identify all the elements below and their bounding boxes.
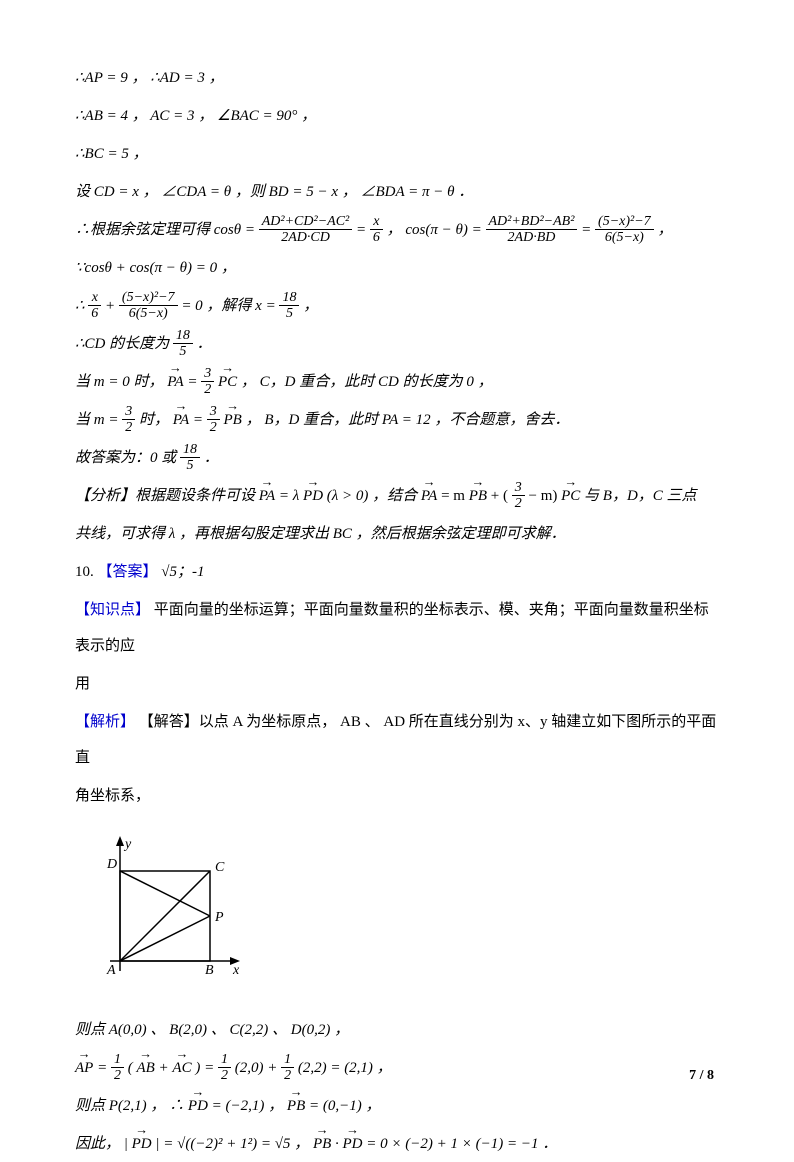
vector-ab: AB — [136, 1050, 154, 1086]
vector-pa: PA — [259, 478, 275, 514]
line-14: 10. 【答案】 √5；-1 — [75, 554, 719, 590]
coordinate-diagram: y x A B C D P — [95, 826, 719, 1000]
answer-label: 【答案】 — [98, 564, 158, 580]
fraction: 12 — [218, 1052, 231, 1084]
svg-text:A: A — [106, 963, 116, 978]
vector-ap: AP — [75, 1050, 93, 1086]
vector-pa: PA — [173, 402, 189, 438]
vector-pd: PD — [343, 1126, 363, 1162]
line-20: AP = 12 ( AB + AC ) = 12 (2,0) + 12 (2,2… — [75, 1050, 719, 1086]
vector-pb: PB — [287, 1088, 305, 1124]
text: ∴根据余弦定理可得 cosθ = — [75, 222, 259, 238]
svg-text:B: B — [205, 963, 214, 978]
line-22: 因此， | PD | = √((−2)² + 1²) = √5 ， PB · P… — [75, 1126, 719, 1162]
fraction: 32 — [201, 366, 214, 398]
line-6: ∵cosθ + cos(π − θ) = 0 ， — [75, 250, 719, 286]
fraction: (5−x)²−76(5−x) — [595, 214, 654, 246]
vector-pd: PD — [132, 1126, 152, 1162]
fraction: 185 — [180, 442, 200, 474]
line-3: ∴BC = 5 ， — [75, 136, 719, 172]
knowledge-label: 【知识点】 — [75, 602, 150, 618]
fraction: 12 — [111, 1052, 124, 1084]
line-18: 角坐标系， — [75, 778, 719, 814]
text: ， — [657, 222, 672, 238]
fraction: 32 — [512, 480, 525, 512]
fraction: AD²+BD²−AB²2AD·BD — [486, 214, 578, 246]
line-13: 共线，可求得 λ ，再根据勾股定理求出 BC ，然后根据余弦定理即可求解． — [75, 516, 719, 552]
vector-pb: PB — [224, 402, 242, 438]
fraction: AD²+CD²−AC²2AD·CD — [259, 214, 353, 246]
vector-pd: PD — [303, 478, 323, 514]
fraction: 32 — [207, 404, 220, 436]
vector-pc: PC — [561, 478, 580, 514]
fraction: x6 — [370, 214, 383, 246]
svg-text:P: P — [214, 910, 224, 925]
line-7: ∴ x6 + (5−x)²−76(5−x) = 0 ，解得 x = 185 ， — [75, 288, 719, 324]
fraction: 32 — [122, 404, 135, 436]
line-5: ∴根据余弦定理可得 cosθ = AD²+CD²−AC²2AD·CD = x6 … — [75, 212, 719, 248]
line-9: 当 m = 0 时， PA = 32 PC ， C，D 重合，此时 CD 的长度… — [75, 364, 719, 400]
line-1: ∴AP = 9 ， ∴AD = 3 ， — [75, 60, 719, 96]
diagram-svg: y x A B C D P — [95, 826, 245, 986]
line-16: 用 — [75, 666, 719, 702]
vector-pd: PD — [188, 1088, 208, 1124]
svg-text:D: D — [106, 857, 117, 872]
line-2: ∴AB = 4 ， AC = 3 ， ∠BAC = 90° ， — [75, 98, 719, 134]
svg-text:y: y — [123, 837, 132, 852]
vector-pb: PB — [469, 478, 487, 514]
fraction: 185 — [279, 290, 299, 322]
line-17: 【解析】 【解答】以点 A 为坐标原点， AB 、 AD 所在直线分别为 x、y… — [75, 704, 719, 776]
analysis-label: 【解析】 — [75, 714, 135, 730]
page-number: 7 / 8 — [689, 1059, 714, 1093]
svg-text:C: C — [215, 860, 225, 875]
fraction: (5−x)²−76(5−x) — [119, 290, 178, 322]
line-4: 设 CD = x ， ∠CDA = θ ，则 BD = 5 − x ， ∠BDA… — [75, 174, 719, 210]
line-12: 【分析】根据题设条件可设 PA = λ PD (λ > 0) ，结合 PA = … — [75, 478, 719, 514]
line-10: 当 m = 32 时， PA = 32 PB ， B，D 重合，此时 PA = … — [75, 402, 719, 438]
line-15: 【知识点】 平面向量的坐标运算；平面向量数量积的坐标表示、模、夹角；平面向量数量… — [75, 592, 719, 664]
line-21: 则点 P(2,1) ， ∴ PD = (−2,1) ， PB = (0,−1) … — [75, 1088, 719, 1124]
fraction: x6 — [88, 290, 101, 322]
line-11: 故答案为：0 或 185 ． — [75, 440, 719, 476]
text: ， cos(π − θ) = — [387, 222, 486, 238]
svg-text:x: x — [232, 963, 240, 978]
vector-pa: PA — [421, 478, 437, 514]
vector-pb: PB — [313, 1126, 331, 1162]
